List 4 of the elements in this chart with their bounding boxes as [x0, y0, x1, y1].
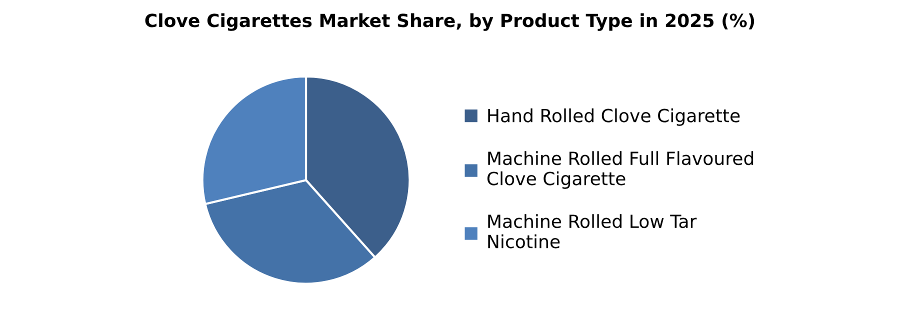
chart-title: Clove Cigarettes Market Share, by Product Type in 2025 (%): [145, 13, 754, 31]
legend-label: Hand Rolled Clove Cigarette: [488, 108, 740, 126]
legend-label: Machine Rolled Low Tar Nicotine: [488, 214, 697, 248]
legend-label: Machine Rolled Full Flavoured Clove Cigarette: [487, 151, 754, 189]
